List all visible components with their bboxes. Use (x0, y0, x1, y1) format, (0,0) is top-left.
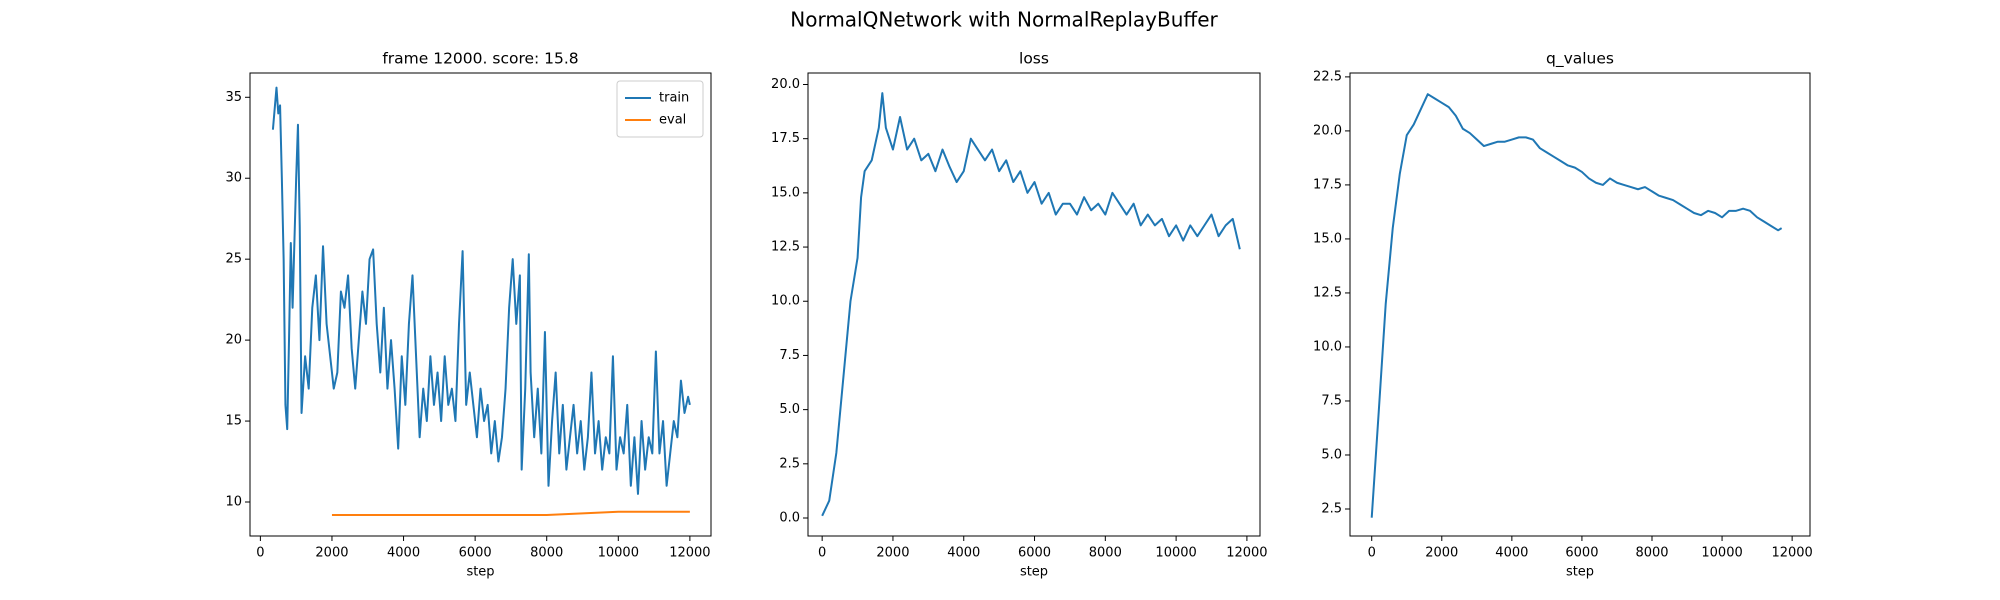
x-tick-label: 6000 (1565, 546, 1598, 561)
axes-frame (807, 72, 1261, 537)
axes-frame (1349, 72, 1811, 537)
x-tick-label: 4000 (947, 546, 980, 561)
legend-label: train (659, 91, 689, 106)
x-tick-label: 2000 (315, 546, 348, 561)
y-tick-label: 10.0 (1313, 339, 1342, 354)
x-axis-label: step (1020, 565, 1048, 580)
x-axis-label: step (466, 565, 494, 580)
y-tick-label: 12.5 (771, 240, 800, 255)
x-tick-label: 12000 (1771, 546, 1812, 561)
y-tick-label: 35 (225, 90, 242, 105)
line-series (821, 92, 1241, 517)
x-axis-label: step (1566, 565, 1594, 580)
y-tick-label: 0.0 (779, 511, 800, 526)
y-tick-label: 10.0 (771, 294, 800, 309)
line-series (331, 510, 690, 516)
x-tick-label: 0 (1368, 546, 1376, 561)
axes-frame (249, 72, 712, 537)
y-tick-label: 30 (225, 171, 242, 186)
y-tick-label: 7.5 (779, 348, 800, 363)
y-tick-label: 20.0 (771, 77, 800, 92)
y-tick-label: 2.5 (1321, 501, 1342, 516)
y-tick-label: 17.5 (1313, 177, 1342, 192)
x-tick-label: 8000 (1089, 546, 1122, 561)
x-tick-label: 10000 (598, 546, 639, 561)
y-tick-label: 15 (225, 414, 242, 429)
y-tick-label: 10 (225, 495, 242, 510)
x-tick-label: 0 (256, 546, 264, 561)
y-tick-label: 15.0 (1313, 231, 1342, 246)
y-tick-label: 15.0 (771, 185, 800, 200)
legend-label: eval (659, 113, 686, 128)
x-tick-label: 4000 (387, 546, 420, 561)
x-tick-label: 6000 (459, 546, 492, 561)
y-tick-label: 2.5 (779, 456, 800, 471)
y-tick-label: 7.5 (1321, 393, 1342, 408)
figure-title: NormalQNetwork with NormalReplayBuffer (790, 8, 1218, 32)
x-tick-label: 8000 (1635, 546, 1668, 561)
x-tick-label: 10000 (1155, 546, 1196, 561)
x-tick-label: 12000 (1226, 546, 1267, 561)
y-tick-label: 5.0 (1321, 447, 1342, 462)
line-series (271, 86, 691, 495)
legend-box (616, 80, 704, 138)
line-series (1370, 93, 1783, 518)
x-tick-label: 6000 (1018, 546, 1051, 561)
x-tick-label: 2000 (876, 546, 909, 561)
subplot-title: frame 12000. score: 15.8 (382, 50, 578, 68)
x-tick-label: 4000 (1495, 546, 1528, 561)
x-tick-label: 8000 (530, 546, 563, 561)
y-tick-label: 22.5 (1313, 69, 1342, 84)
x-tick-label: 2000 (1425, 546, 1458, 561)
y-tick-label: 12.5 (1313, 285, 1342, 300)
x-tick-label: 10000 (1701, 546, 1742, 561)
y-tick-label: 25 (225, 252, 242, 267)
y-tick-label: 20 (225, 333, 242, 348)
subplot-title: q_values (1546, 50, 1614, 69)
x-tick-label: 0 (818, 546, 826, 561)
y-tick-label: 17.5 (771, 131, 800, 146)
y-tick-label: 5.0 (779, 402, 800, 417)
y-tick-label: 20.0 (1313, 123, 1342, 138)
subplot-title: loss (1019, 50, 1049, 68)
x-tick-label: 12000 (669, 546, 710, 561)
